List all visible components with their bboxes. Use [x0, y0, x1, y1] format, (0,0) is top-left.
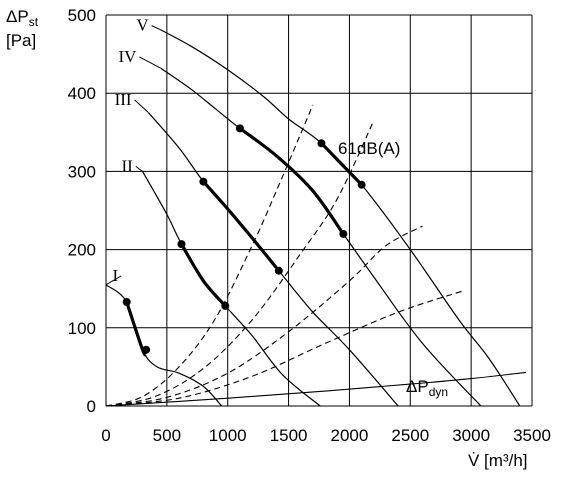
- x-tick-label: 1000: [209, 426, 247, 445]
- operating-point: [122, 297, 131, 306]
- label-leader: [151, 25, 161, 31]
- label-leader: [134, 99, 149, 114]
- system-curve: [105, 104, 314, 407]
- tick-labels: 0 500 1000 1500 2000 2500 3000 3500 0 100 200 300 40…: [68, 6, 551, 445]
- y-tick-label: 0: [87, 397, 96, 416]
- y-tick-label: 400: [68, 84, 96, 103]
- operating-point: [339, 229, 348, 238]
- curve-label-IV: IV: [118, 47, 137, 66]
- operating-point: [317, 139, 326, 148]
- system-curves: [105, 104, 526, 407]
- operating-range-IV: [238, 127, 345, 235]
- fan-curve-IV: [160, 67, 482, 407]
- grid: [105, 14, 533, 407]
- y-tick-label: 500: [68, 6, 96, 25]
- x-tick-label: 500: [153, 426, 181, 445]
- y-axis-unit: [Pa]: [6, 31, 36, 50]
- operating-range-III: [202, 180, 281, 272]
- x-axis-label: V̇ [m³/h]: [468, 451, 528, 470]
- system-curve: [105, 225, 423, 407]
- y-axis-label: ΔPst: [6, 7, 39, 29]
- x-tick-label: 3000: [452, 426, 490, 445]
- curve-label-I: I: [112, 266, 118, 285]
- y-tick-label: 200: [68, 241, 96, 260]
- operating-point: [177, 240, 186, 249]
- fan-curves: [105, 29, 521, 407]
- noise-annotation: 61dB(A): [338, 139, 400, 158]
- curve-label-II: II: [121, 156, 133, 175]
- operating-point: [142, 345, 151, 354]
- fan-curve-V: [160, 29, 521, 407]
- curve-label-III: III: [115, 90, 132, 109]
- label-leader: [105, 275, 122, 286]
- y-tick-label: 300: [68, 162, 96, 181]
- x-tick-label: 1500: [270, 426, 308, 445]
- label-leader: [139, 56, 162, 69]
- operating-point: [357, 180, 366, 189]
- system-curve: [105, 120, 375, 407]
- y-tick-label: 100: [68, 319, 96, 338]
- x-tick-label: 0: [101, 426, 110, 445]
- operating-range-I: [125, 301, 148, 357]
- label-leader: [135, 165, 143, 172]
- curve-label-V: V: [136, 16, 149, 35]
- operating-point: [199, 177, 208, 186]
- operating-point: [235, 124, 244, 133]
- x-tick-label: 3500: [513, 426, 551, 445]
- x-tick-label: 2000: [331, 426, 369, 445]
- operating-point: [274, 266, 283, 275]
- operating-point: [221, 301, 230, 310]
- operating-range-II: [180, 243, 227, 307]
- x-tick-label: 2500: [391, 426, 429, 445]
- dynamic-pressure-annotation: ΔPdyn: [406, 377, 448, 399]
- dynamic-pressure-curve: [105, 371, 526, 407]
